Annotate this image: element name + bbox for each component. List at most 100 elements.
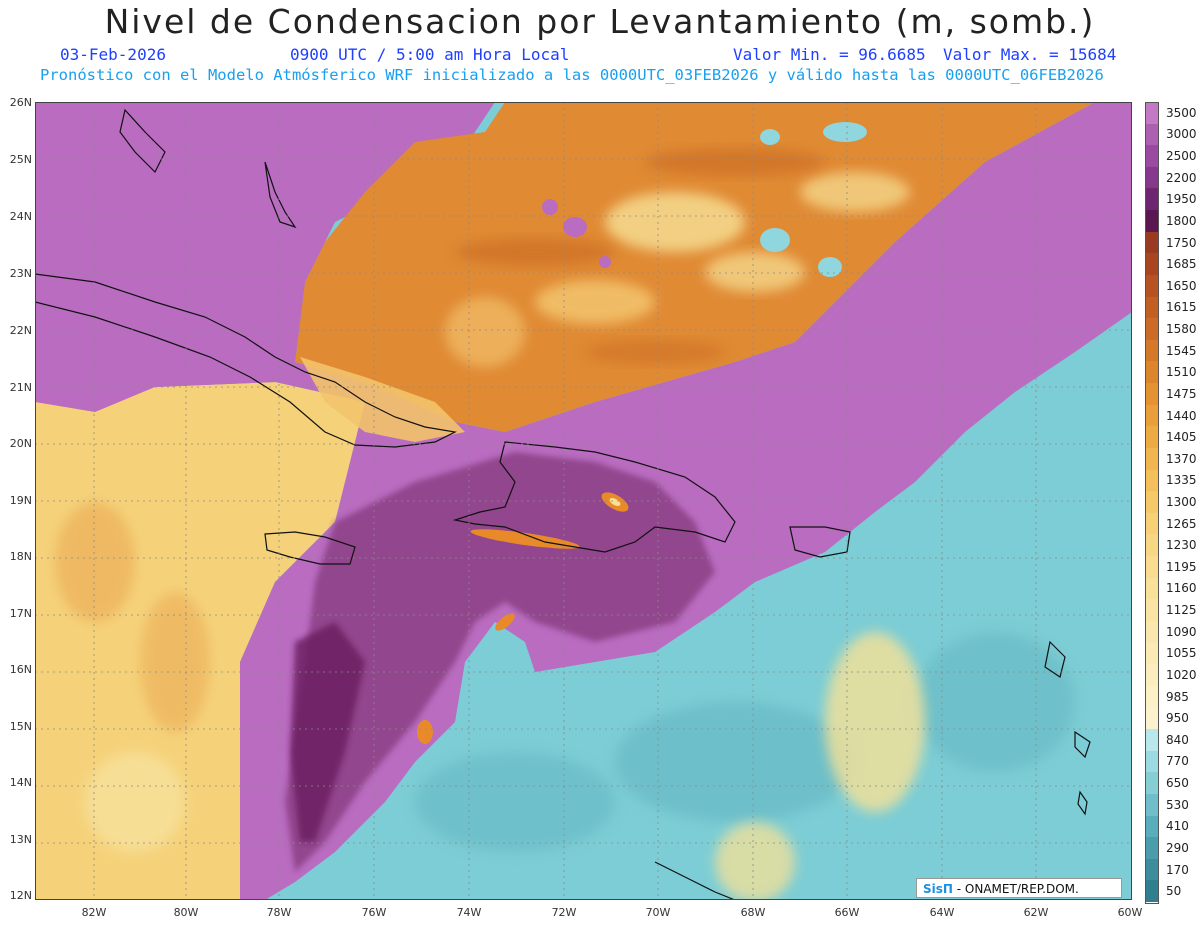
colorbar-label: 1335 <box>1166 473 1197 488</box>
jamaica-coastline <box>264 531 356 565</box>
colorbar-swatch <box>1146 837 1158 860</box>
hispaniola-coastline <box>452 441 736 553</box>
colorbar-frame <box>1145 102 1159 904</box>
colorbar-swatch <box>1146 404 1158 427</box>
colorbar-swatch <box>1146 318 1158 341</box>
colorbar-label: 290 <box>1166 840 1189 855</box>
orange-streak <box>585 340 725 364</box>
max-value: Valor Max. = 15684 <box>943 45 1117 64</box>
purple-patch <box>599 256 611 268</box>
colorbar-swatch <box>1146 815 1158 838</box>
yellow-patch <box>800 172 910 212</box>
colorbar-label: 1800 <box>1166 213 1197 228</box>
colorbar-swatch <box>1146 729 1158 752</box>
orange-hotspot <box>470 529 580 549</box>
teal-blob <box>760 228 790 252</box>
colorbar-swatch <box>1146 102 1158 125</box>
lon-label: 68W <box>740 906 766 919</box>
colorbar-label: 2500 <box>1166 149 1197 164</box>
colorbar-swatch <box>1146 577 1158 600</box>
colorbar-label: 840 <box>1166 732 1189 747</box>
forecast-time: 0900 UTC / 5:00 am Hora Local <box>290 45 570 64</box>
martinique-coastline <box>1074 730 1091 759</box>
page-title: Nivel de Condensacion por Levantamiento … <box>104 2 1096 41</box>
south-america-coastline <box>654 861 736 900</box>
colorbar-swatch <box>1146 145 1158 168</box>
orange-streak <box>645 148 825 176</box>
colorbar-swatch <box>1146 253 1158 276</box>
lat-label: 23N <box>9 267 32 280</box>
colorbar-label: 1510 <box>1166 365 1197 380</box>
map-frame <box>35 102 1132 900</box>
lat-label: 20N <box>9 437 32 450</box>
colorbar-label: 1475 <box>1166 386 1197 401</box>
map-canvas <box>35 102 1132 900</box>
lat-label: 12N <box>9 889 32 902</box>
cuba-coastline <box>35 273 457 448</box>
colorbar-label: 650 <box>1166 776 1189 791</box>
teal-blob <box>760 129 780 145</box>
colorbar-swatch <box>1146 534 1158 557</box>
purple-northwest <box>35 102 335 412</box>
min-value: Valor Min. = 96.6685 <box>733 45 926 64</box>
colorbar-label: 1125 <box>1166 603 1197 618</box>
forecast-date: 03-Feb-2026 <box>60 45 166 64</box>
teal-texture <box>415 752 615 852</box>
lat-label: 24N <box>9 210 32 223</box>
colorbar-swatch <box>1146 383 1158 406</box>
yellow-patch <box>715 822 795 900</box>
colorbar-swatch <box>1146 556 1158 579</box>
colorbar-swatch <box>1146 858 1158 881</box>
lon-label: 78W <box>266 906 292 919</box>
colorbar-label: 1300 <box>1166 495 1197 509</box>
lon-label: 64W <box>929 906 955 919</box>
colorbar-label: 1020 <box>1166 667 1197 682</box>
colorbar-swatch <box>1146 685 1158 708</box>
orange-hotspot <box>417 720 433 744</box>
colorbar-label: 1195 <box>1166 559 1197 574</box>
colorbar-label: 1545 <box>1166 343 1197 358</box>
lat-label: 14N <box>9 776 32 789</box>
colorbar-label: 2200 <box>1166 170 1197 185</box>
colorbar-swatch <box>1146 707 1158 730</box>
colorbar-label: 950 <box>1166 711 1189 726</box>
colorbar-swatch <box>1146 274 1158 298</box>
colorbar-label: 1615 <box>1166 300 1197 315</box>
colorbar-swatch <box>1146 123 1158 146</box>
colorbar-swatch <box>1146 664 1158 687</box>
darkest-purple-core <box>290 622 365 842</box>
lat-label: 22N <box>9 324 32 337</box>
coastlines <box>35 108 1091 900</box>
colorbar-swatch <box>1146 512 1158 535</box>
yellow-hotspot <box>609 498 621 506</box>
lon-label: 62W <box>1023 906 1049 919</box>
yellow-patch <box>445 297 525 367</box>
colorbar-label: 1950 <box>1166 192 1197 207</box>
orange-streak <box>455 238 615 266</box>
colorbar-label: 1580 <box>1166 322 1197 337</box>
colorbar-label: 3000 <box>1166 127 1197 142</box>
colorbar-swatch <box>1146 620 1158 644</box>
lat-label: 18N <box>9 550 32 563</box>
dark-purple-core <box>285 452 715 872</box>
colorbar-label: 1230 <box>1166 538 1197 553</box>
west-orange-texture <box>140 592 210 732</box>
colorbar-label: 50 <box>1166 884 1182 899</box>
colorbar-swatch <box>1146 447 1158 471</box>
lat-label: 21N <box>9 381 32 394</box>
map-grid <box>35 102 1132 900</box>
colorbar-swatch <box>1146 469 1158 492</box>
colorbar-label: 1685 <box>1166 257 1197 272</box>
teal-blob <box>823 122 867 142</box>
guadeloupe-coastline <box>1044 640 1066 678</box>
orange-hotspot <box>495 613 515 631</box>
colorbar-swatch <box>1146 793 1158 816</box>
lon-label: 82W <box>81 906 107 919</box>
lat-label: 15N <box>9 720 32 733</box>
yellow-patch <box>705 252 805 292</box>
credit-text: - ONAMET/REP.DOM. <box>956 882 1079 896</box>
lon-label: 74W <box>456 906 482 919</box>
colorbar-label: 1160 <box>1166 581 1197 596</box>
colorbar-swatch <box>1146 642 1158 665</box>
colorbar-label: 170 <box>1166 862 1189 877</box>
